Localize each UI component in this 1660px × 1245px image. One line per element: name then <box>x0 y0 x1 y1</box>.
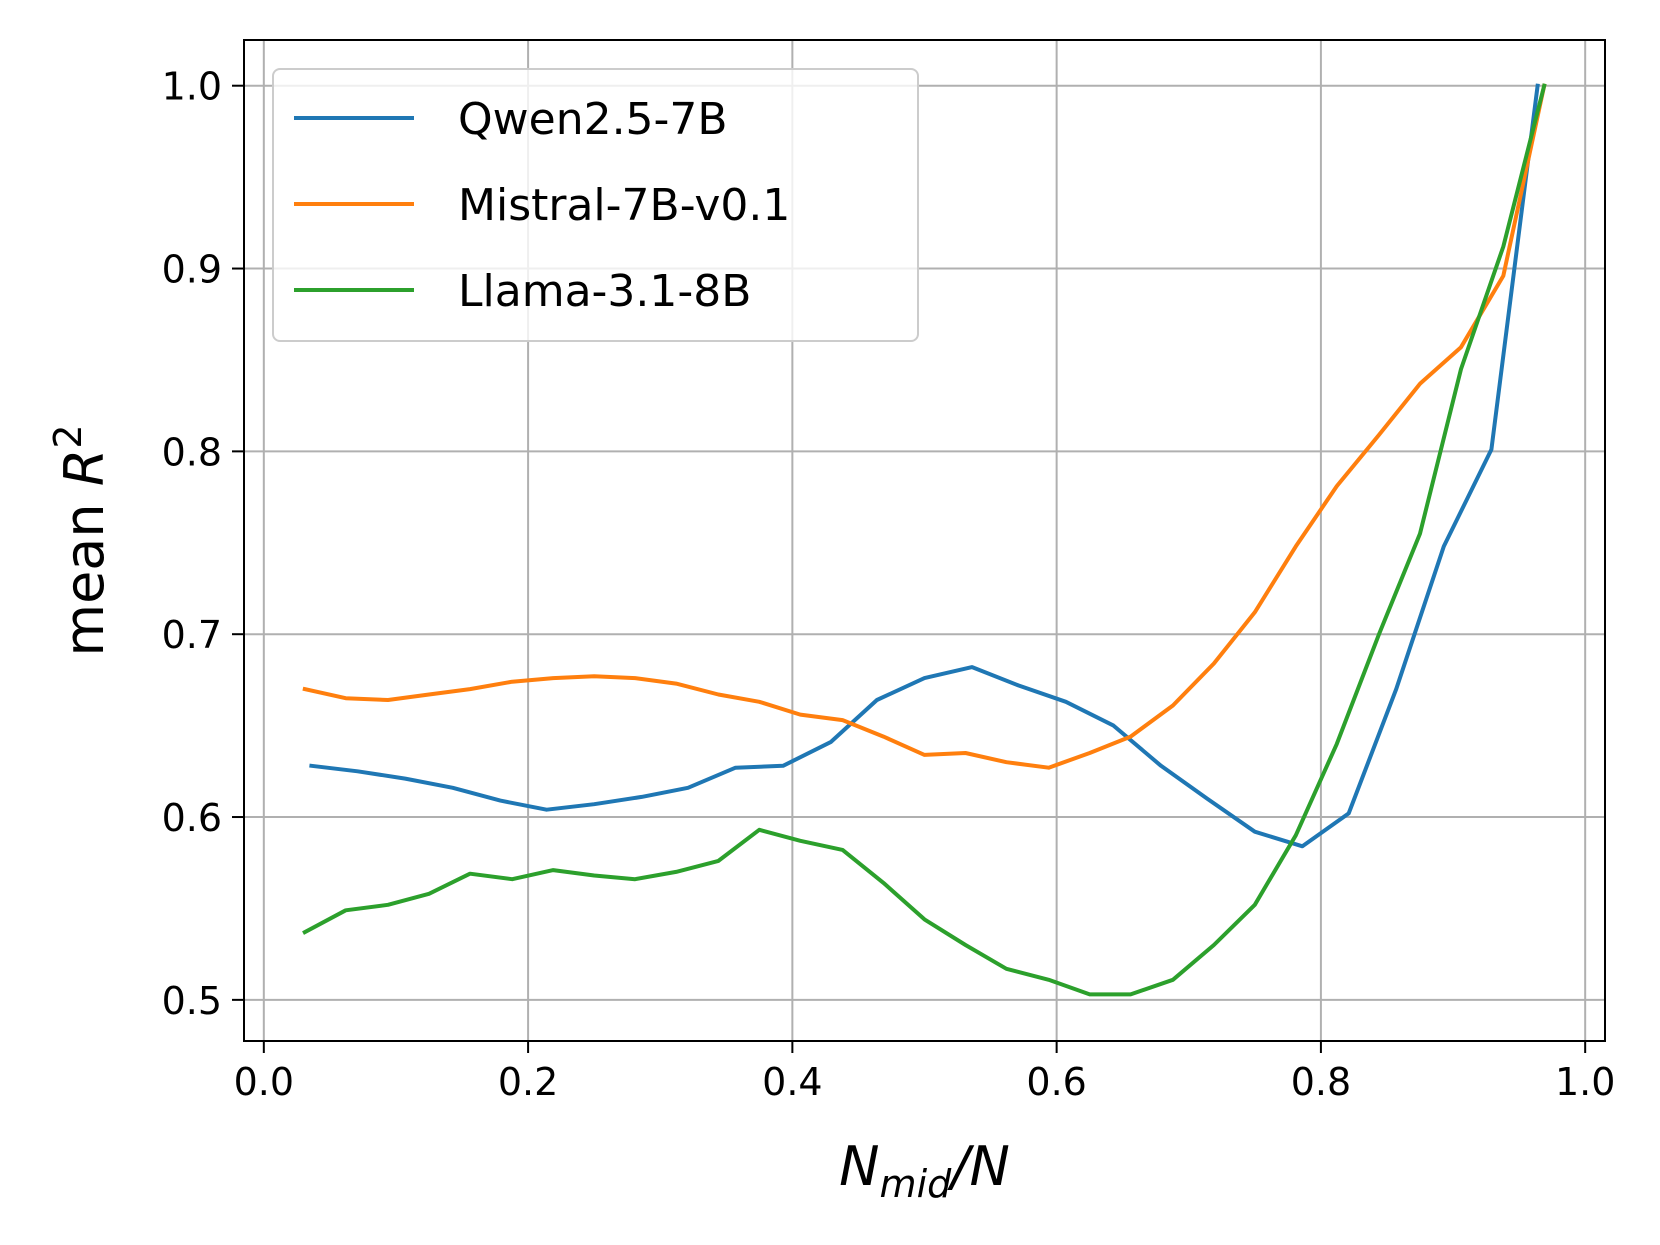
legend-entry-label: Llama-3.1-8B <box>458 266 751 317</box>
y-tick-label: 0.8 <box>162 430 222 474</box>
x-axis-label-sub: mid <box>880 1162 953 1206</box>
y-axis: 0.5 0.6 0.7 0.8 0.9 1.0 <box>162 65 244 1023</box>
plot-frame <box>243 39 1606 1042</box>
legend: Qwen2.5-7B Mistral-7B-v0.1 Llama-3.1-8B <box>272 68 919 342</box>
series-layer <box>302 83 1547 997</box>
x-tick-label: 0.0 <box>234 1060 294 1104</box>
x-tick-label: 0.2 <box>498 1060 558 1104</box>
y-axis-label: mean R2 <box>46 424 116 656</box>
y-axis-label-var: R <box>53 449 116 487</box>
y-tick-label: 0.5 <box>162 979 222 1023</box>
y-tick-label: 1.0 <box>162 65 222 109</box>
legend-box <box>272 68 919 342</box>
y-axis-label-sup: 2 <box>46 424 90 448</box>
y-axis-label-main: mean <box>53 486 116 656</box>
x-tick-label: 0.6 <box>1026 1060 1086 1104</box>
x-axis-label: Nmid/N <box>839 1135 1010 1206</box>
x-axis-label-suffix: /N <box>947 1135 1010 1198</box>
legend-entry-label: Mistral-7B-v0.1 <box>458 180 790 231</box>
y-tick-label: 0.7 <box>162 613 222 657</box>
x-axis: 0.0 0.2 0.4 0.6 0.8 1.0 <box>234 1041 1615 1104</box>
series-line-1 <box>302 83 1547 770</box>
x-tick-label: 0.4 <box>762 1060 822 1104</box>
y-tick-label: 0.9 <box>162 248 222 292</box>
y-tick-label: 0.6 <box>162 796 222 840</box>
x-tick-label: 0.8 <box>1291 1060 1351 1104</box>
x-tick-label: 1.0 <box>1555 1060 1615 1104</box>
series-line-2 <box>302 83 1547 997</box>
x-axis-label-main: N <box>839 1135 879 1198</box>
legend-entry-label: Qwen2.5-7B <box>458 94 728 145</box>
series-line-0 <box>309 83 1540 849</box>
